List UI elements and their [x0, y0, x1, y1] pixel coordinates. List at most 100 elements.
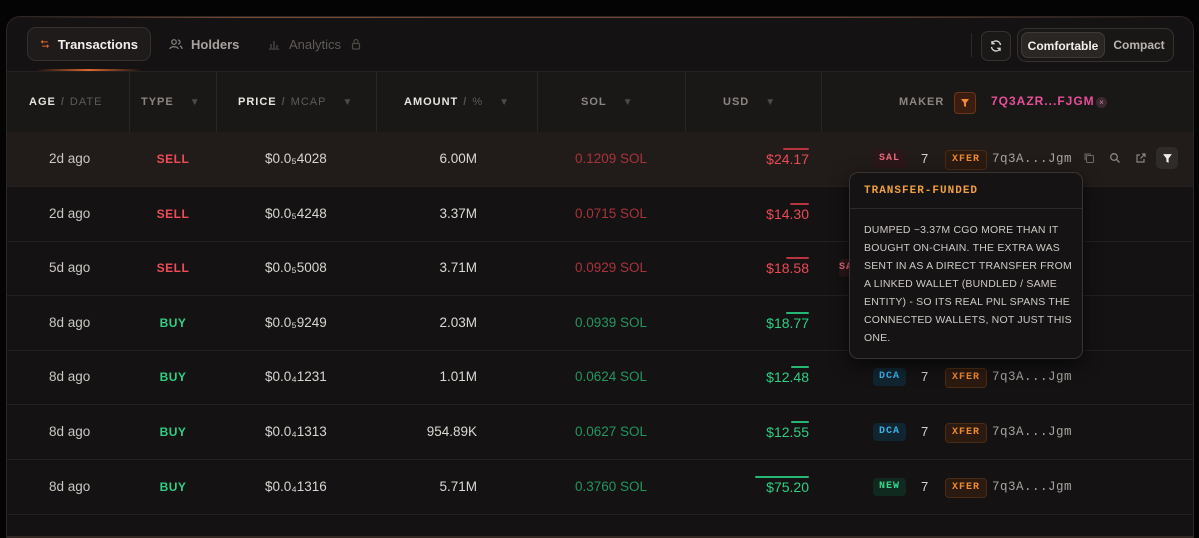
filter-icon[interactable]: ▼ — [342, 96, 354, 108]
usd-cell: $18.77 — [747, 296, 809, 350]
column-maker-label: MAKER — [899, 96, 945, 108]
age-cell: 8d ago — [49, 478, 91, 494]
usd-cell: $14.30 — [747, 187, 809, 241]
type-cell: BUY — [159, 315, 187, 330]
maker-filter-button[interactable] — [954, 92, 976, 114]
density-compact-button[interactable]: Compact — [1113, 38, 1165, 52]
filter-icon — [1162, 153, 1172, 163]
xfer-badge[interactable]: XFER — [945, 477, 988, 498]
usd-volume-bar — [786, 257, 809, 260]
table-row[interactable]: 8d ago BUY $0.0₄1316 5.71M 0.3760 SOL $75.20 N… — [7, 460, 1193, 515]
usd-cell: $24.17 — [747, 132, 809, 186]
copy-icon[interactable] — [1081, 150, 1097, 166]
tab-label: Transactions — [57, 36, 138, 52]
type-cell: SELL — [156, 152, 190, 166]
tooltip-divider — [850, 208, 1082, 209]
age-cell: 8d ago — [49, 369, 91, 385]
amount-cell: 3.37M — [439, 205, 477, 221]
usd-value: $18.77 — [766, 314, 809, 331]
filter-icon[interactable]: ▼ — [499, 96, 511, 108]
column-age[interactable]: AGE / DATE — [29, 96, 103, 108]
maker-filter-address[interactable]: 7Q3AZR...FJGM — [991, 94, 1095, 108]
maker-address[interactable]: 7q3A...Jgm — [992, 425, 1073, 439]
usd-volume-bar — [786, 311, 809, 314]
refresh-icon — [990, 40, 1002, 52]
column-sol[interactable]: SOL ▼ — [581, 72, 634, 132]
swap-arrows-icon — [40, 40, 50, 48]
row-actions — [1081, 150, 1149, 166]
maker-address[interactable]: 7q3A...Jgm — [992, 370, 1073, 385]
column-age-label: AGE — [29, 96, 56, 108]
sol-cell: 0.1209 SOL — [575, 151, 648, 166]
xfer-badge[interactable]: XFER — [945, 368, 988, 389]
xfer-badge[interactable]: XFER — [945, 423, 988, 443]
column-usd[interactable]: USD ▼ — [723, 72, 776, 132]
sol-cell: 0.0624 SOL — [575, 369, 648, 385]
filter-maker-button[interactable] — [1156, 147, 1178, 169]
usd-cell: $12.55 — [747, 405, 809, 459]
usd-volume-bar — [791, 366, 809, 369]
column-date-label: DATE — [69, 96, 103, 108]
clear-filter-icon[interactable]: × — [1096, 97, 1107, 108]
table-row[interactable]: 8d ago BUY $0.0₄1313 954.89K 0.0627 SOL $12.5… — [7, 405, 1193, 460]
sol-cell: 0.0929 SOL — [575, 260, 648, 276]
age-cell: 2d ago — [49, 151, 91, 166]
sol-cell: 0.0939 SOL — [575, 314, 648, 330]
tab-transactions[interactable]: Transactions — [27, 27, 151, 71]
amount-cell: 6.00M — [439, 151, 477, 166]
refresh-button[interactable] — [981, 31, 1011, 61]
external-link-icon[interactable] — [1133, 150, 1149, 166]
column-sol-label: SOL — [581, 96, 607, 108]
density-comfortable-button[interactable]: Comfortable — [1021, 32, 1105, 58]
tab-label: Holders — [191, 36, 240, 52]
type-cell: BUY — [159, 370, 187, 385]
trade-count: 7 — [921, 424, 929, 439]
column-type[interactable]: TYPE ▼ — [141, 72, 201, 132]
type-cell: BUY — [159, 479, 187, 494]
usd-cell: $12.48 — [747, 350, 809, 404]
filter-icon[interactable]: ▼ — [189, 96, 201, 108]
usd-volume-bar — [791, 421, 809, 423]
table-row[interactable]: 5d ago SELL $0.0₅5008 3.71M 0.0929 SOL $18.58… — [7, 241, 1193, 297]
users-icon — [169, 39, 183, 50]
maker-tag-badge: SAL — [873, 150, 907, 168]
column-price[interactable]: PRICE / MCAP ▼ — [238, 96, 354, 108]
column-amount[interactable]: AMOUNT /% ▼ — [404, 96, 511, 108]
price-cell: $0.0₅9249 — [265, 314, 327, 330]
transactions-panel: Transactions Holders Analytics — [6, 16, 1194, 538]
table-row[interactable]: 2d ago SELL $0.0₅4028 6.00M 0.1209 SOL $24.17… — [7, 132, 1193, 187]
filter-icon[interactable]: ▼ — [765, 96, 777, 108]
tab-holders[interactable]: Holders — [157, 27, 251, 61]
toolbar-divider — [971, 33, 972, 57]
usd-volume-bar — [790, 202, 809, 205]
amount-cell: 1.01M — [439, 369, 477, 385]
usd-value: $12.48 — [766, 369, 809, 386]
table-row[interactable]: 8d ago BUY $0.0₅9249 2.03M 0.0939 SOL $18.77 — [7, 296, 1193, 351]
usd-cell: $75.20 — [747, 460, 809, 514]
column-mcap-label: MCAP — [290, 96, 327, 108]
usd-volume-bar — [783, 148, 809, 150]
tab-analytics[interactable]: Analytics — [255, 27, 375, 61]
table-row[interactable]: 8d ago BUY $0.0₄1231 1.01M 0.0624 SOL $12.48 D… — [7, 350, 1193, 406]
search-icon[interactable] — [1107, 150, 1123, 166]
tooltip-body: DUMPED ~3.37M CGO MORE THAN IT BOUGHT ON… — [864, 224, 1072, 344]
trade-count: 7 — [921, 369, 929, 385]
price-cell: $0.0₅5008 — [265, 260, 327, 276]
sol-cell: 0.0715 SOL — [575, 205, 648, 221]
filter-icon[interactable]: ▼ — [622, 96, 634, 108]
amount-cell: 2.03M — [439, 314, 477, 330]
maker-address[interactable]: 7q3A...Jgm — [992, 152, 1073, 166]
sol-cell: 0.3760 SOL — [575, 478, 648, 494]
toolbar: Transactions Holders Analytics — [7, 17, 1193, 71]
usd-value: $14.30 — [766, 205, 809, 222]
maker-address[interactable]: 7q3A...Jgm — [992, 479, 1073, 494]
price-cell: $0.0₅4248 — [265, 205, 327, 221]
usd-volume-bar — [755, 475, 809, 478]
xfer-badge[interactable]: XFER — [945, 150, 988, 170]
sol-cell: 0.0627 SOL — [575, 424, 648, 439]
amount-cell: 3.71M — [439, 260, 477, 276]
lock-icon — [351, 38, 361, 50]
table-row[interactable]: 2d ago SELL $0.0₅4248 3.37M 0.0715 SOL $14.30 — [7, 187, 1193, 242]
column-maker: MAKER — [899, 72, 944, 132]
usd-value: $12.55 — [766, 424, 809, 440]
